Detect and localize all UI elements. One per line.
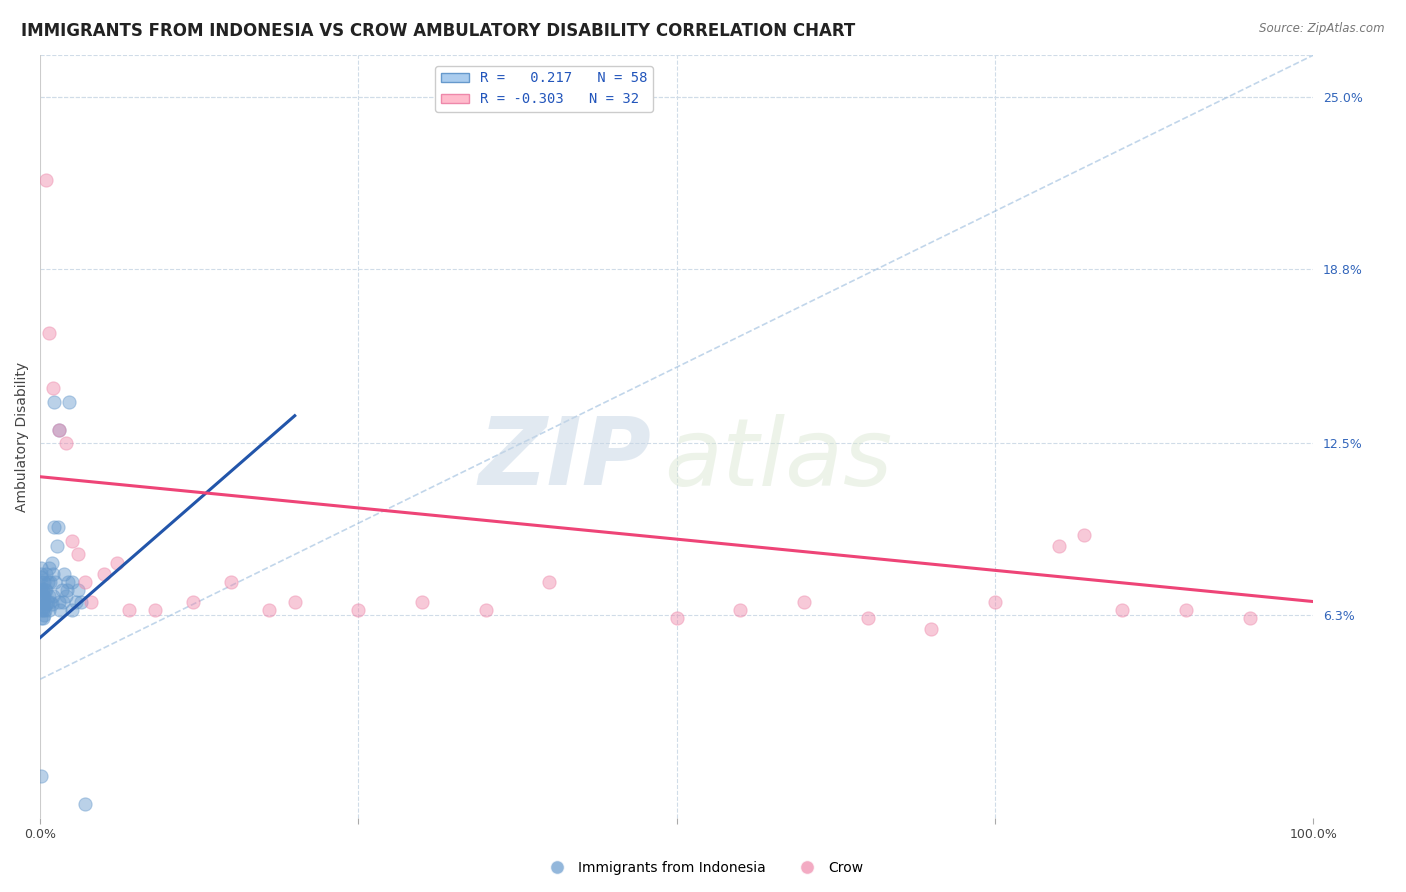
Text: Source: ZipAtlas.com: Source: ZipAtlas.com [1260,22,1385,36]
Text: IMMIGRANTS FROM INDONESIA VS CROW AMBULATORY DISABILITY CORRELATION CHART: IMMIGRANTS FROM INDONESIA VS CROW AMBULA… [21,22,855,40]
Point [31,583,53,598]
Point [35,566,58,581]
Point [105,556,128,570]
Point [32,608,55,623]
Point [67,583,90,598]
Point [30,566,52,581]
Point [52,594,75,608]
Point [39,575,62,590]
Point [30,583,52,598]
Point [30,611,52,625]
Point [55,589,77,603]
Point [856,611,879,625]
Y-axis label: Ambulatory Disability: Ambulatory Disability [15,361,30,512]
Point [118,603,141,617]
Point [60,603,83,617]
Point [31,594,53,608]
Point [56,583,79,598]
Point [42,566,65,581]
Point [1111,603,1133,617]
Point [38,589,60,603]
Point [474,603,496,617]
Point [32,575,55,590]
Point [93,566,115,581]
Point [70,594,93,608]
Point [53,566,76,581]
Legend: R =   0.217   N = 58, R = -0.303   N = 32: R = 0.217 N = 58, R = -0.303 N = 32 [436,66,652,112]
Point [60,533,83,548]
Point [31,603,53,617]
Point [143,603,166,617]
Point [38,603,60,617]
Point [30,589,52,603]
Point [181,594,204,608]
Point [65,594,87,608]
Point [31,611,53,625]
Point [41,597,63,611]
Text: atlas: atlas [664,414,893,505]
Point [30,561,52,575]
Point [30,594,52,608]
Point [35,597,58,611]
Point [30,575,52,590]
Point [58,395,80,409]
Point [39,594,62,608]
Point [48,423,70,437]
Point [1047,539,1070,553]
Point [44,575,66,590]
Point [920,622,942,636]
Point [55,436,77,450]
Point [730,603,752,617]
Point [42,395,65,409]
Point [984,594,1007,608]
Point [48,423,70,437]
Point [30,603,52,617]
Point [42,519,65,533]
Point [56,575,79,590]
Point [73,575,96,590]
Point [1239,611,1261,625]
Point [284,594,307,608]
Point [45,539,67,553]
Point [41,556,63,570]
Point [48,594,70,608]
Point [38,326,60,340]
Point [37,594,59,608]
Point [73,797,96,811]
Point [32,600,55,615]
Point [30,769,52,783]
Point [32,589,55,603]
Point [219,575,242,590]
Point [35,583,58,598]
Point [1073,528,1095,542]
Point [347,603,370,617]
Point [34,583,56,598]
Point [42,589,65,603]
Point [42,381,65,395]
Point [46,519,69,533]
Text: ZIP: ZIP [478,413,651,506]
Point [67,548,90,562]
Point [60,575,83,590]
Point [37,575,59,590]
Point [259,603,281,617]
Point [30,581,52,595]
Point [30,569,52,583]
Point [1175,603,1198,617]
Point [38,561,60,575]
Point [49,603,72,617]
Point [538,575,561,590]
Point [35,173,58,187]
Point [80,594,103,608]
Legend: Immigrants from Indonesia, Crow: Immigrants from Indonesia, Crow [537,855,869,880]
Point [51,583,73,598]
Point [30,597,52,611]
Point [665,611,688,625]
Point [34,603,56,617]
Point [793,594,815,608]
Point [31,589,53,603]
Point [411,594,433,608]
